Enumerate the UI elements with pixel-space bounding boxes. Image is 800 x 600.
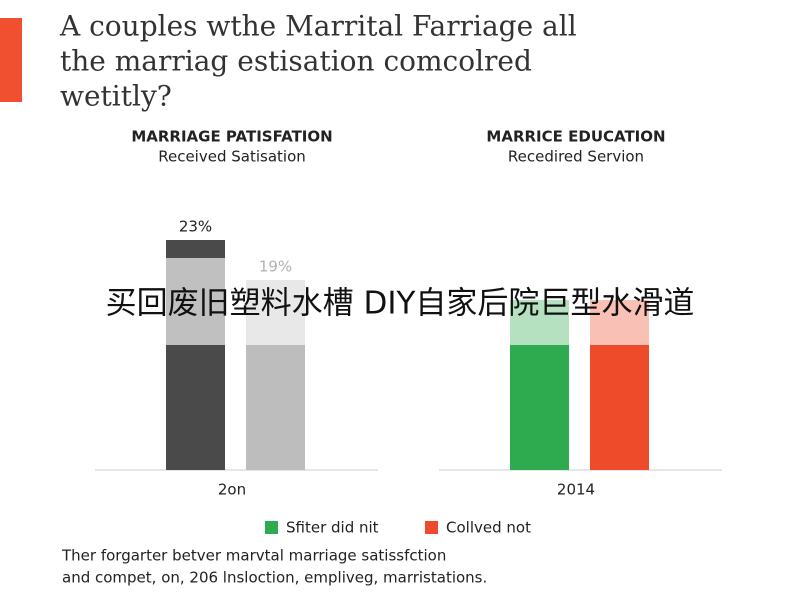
x-tick-label: 2014 xyxy=(557,481,595,499)
overlay-text: 买回废旧塑料水槽 DIY自家后院巨型水滑道 xyxy=(106,286,695,322)
chart-subtitle: Recedired Servion xyxy=(508,148,644,166)
legend-label: Sfiter did nit xyxy=(286,519,379,537)
caption: Ther forgarter betver marvtal marriage s… xyxy=(61,547,446,565)
legend-swatch xyxy=(265,521,278,534)
legend-swatch xyxy=(425,521,438,534)
x-tick-label: 2on xyxy=(218,481,246,499)
chart-subtitle: Received Satisation xyxy=(158,148,306,166)
page-title: the marriag estisation comcolred xyxy=(60,45,532,78)
page-title: wetitly? xyxy=(60,80,172,113)
legend-label: Collved not xyxy=(446,519,531,537)
chart-title: MARRICE EDUCATION xyxy=(486,128,665,146)
page-title: A couples wthe Marrital Farriage all xyxy=(59,10,577,43)
caption: and compet, on, 206 lnslоction, empliveg… xyxy=(62,569,487,587)
accent-bar xyxy=(0,18,22,102)
value-label: 23% xyxy=(179,218,212,236)
overlay-band xyxy=(0,258,800,345)
chart-title: MARRIAGE PATISFATION xyxy=(131,128,332,146)
